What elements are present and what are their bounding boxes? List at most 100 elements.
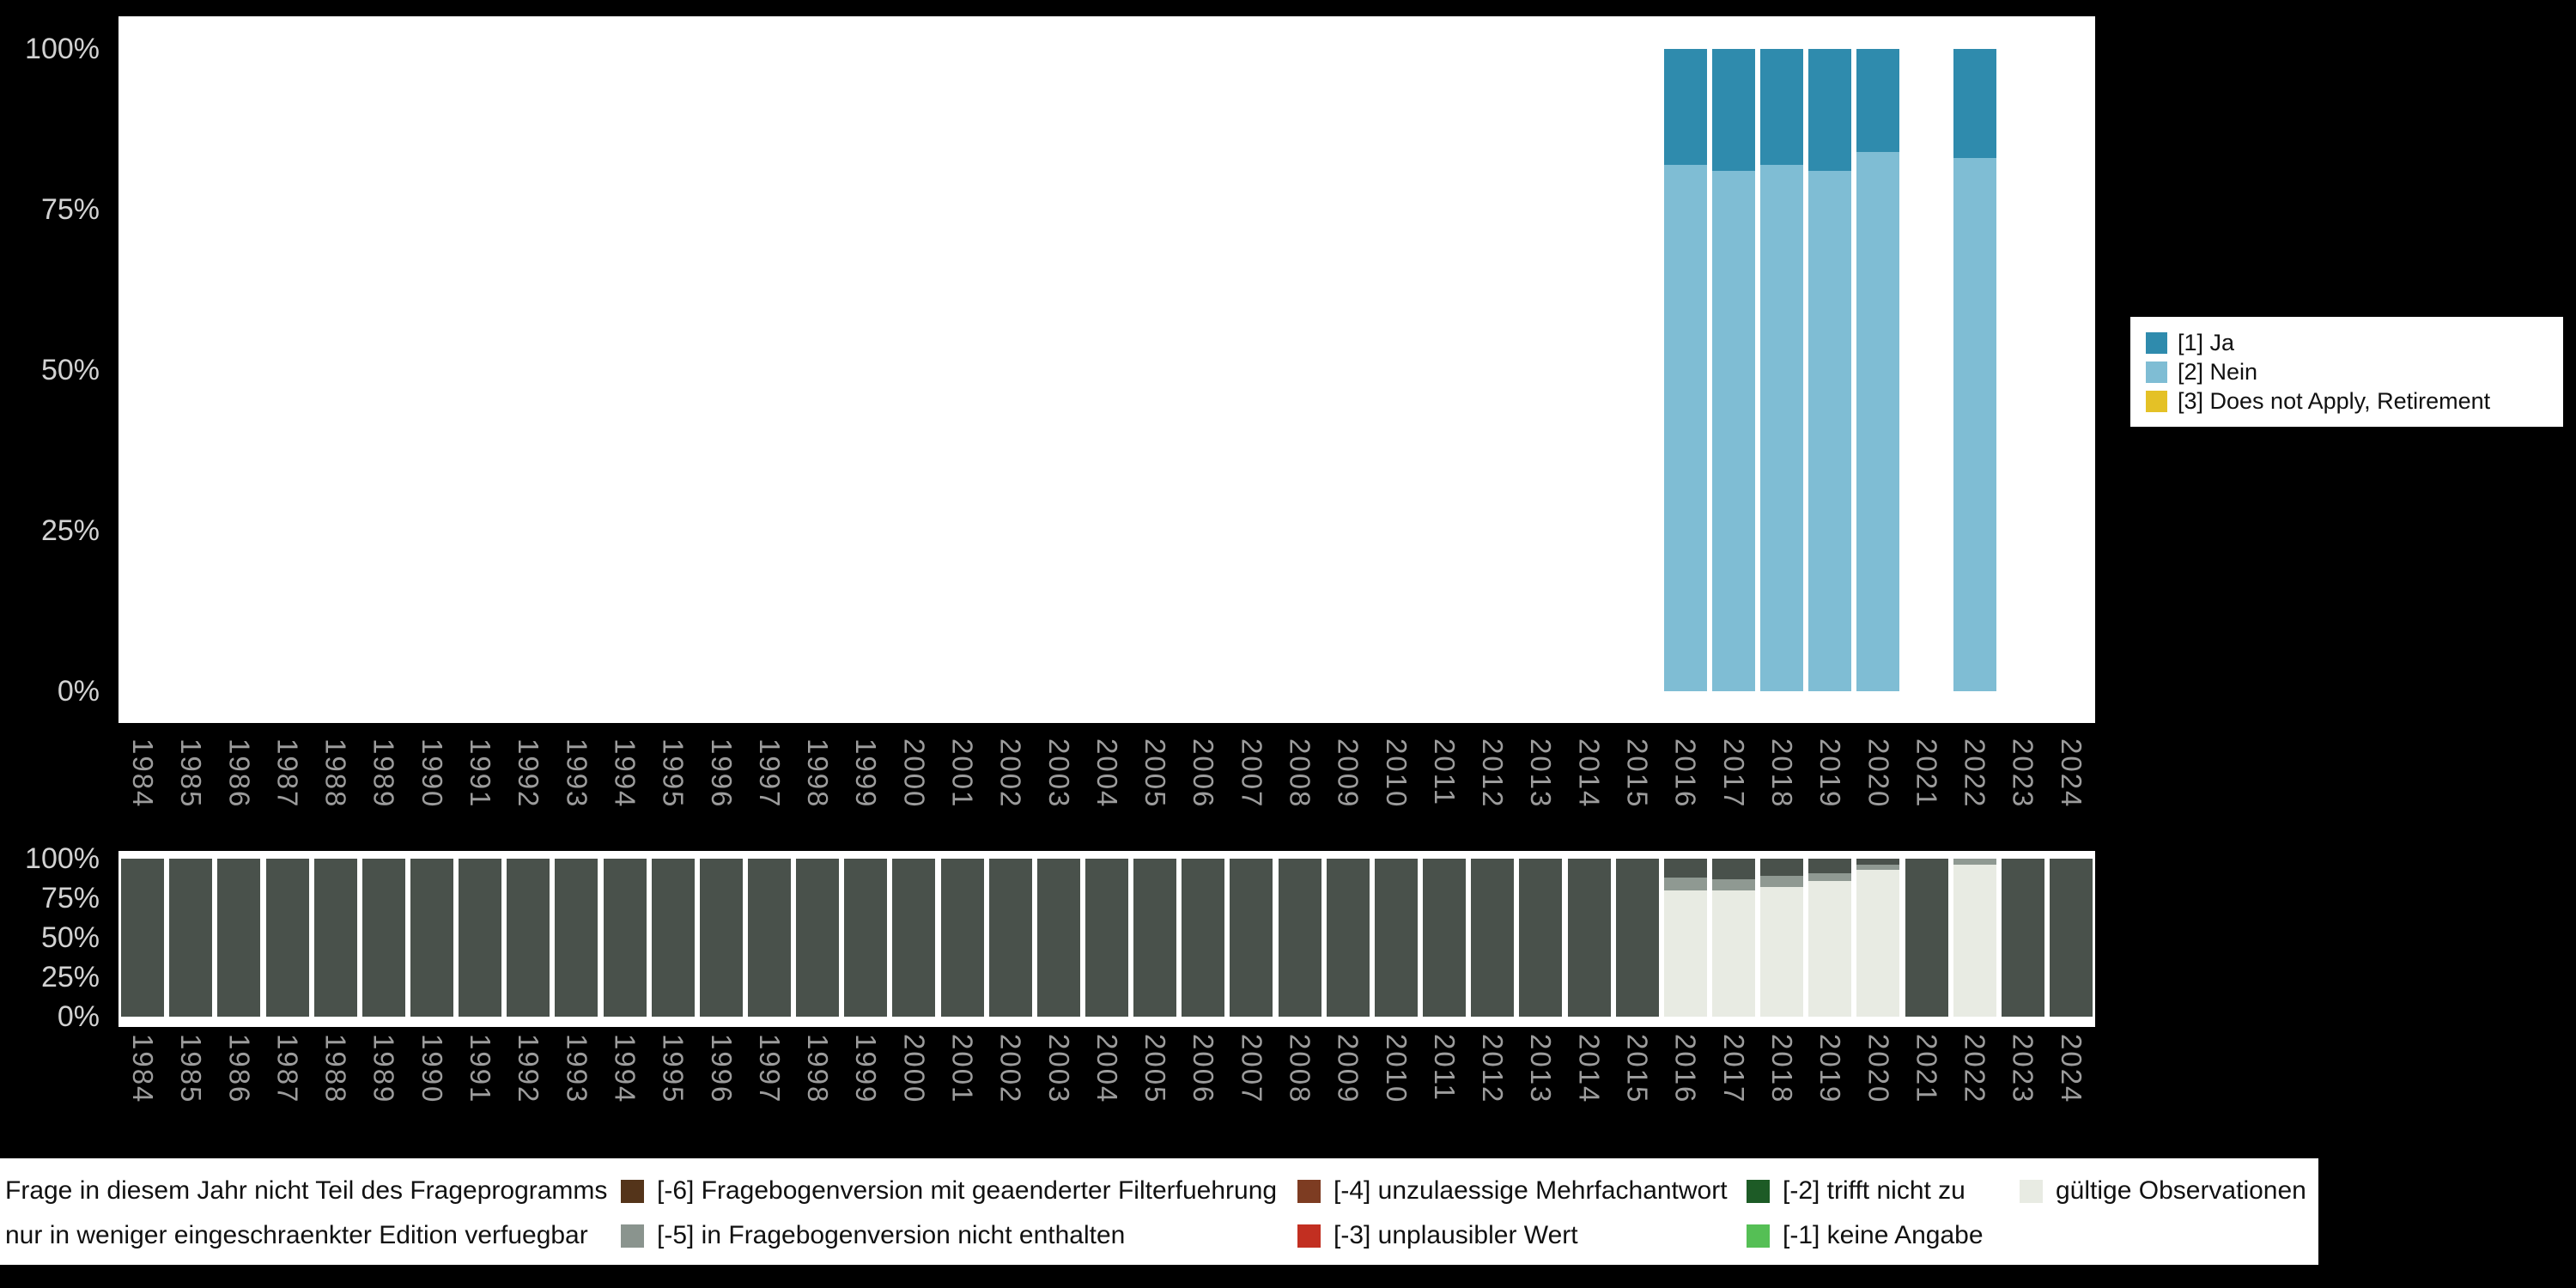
bar-segment-1989-frage-nicht-teil: [361, 859, 405, 1017]
bar-segment-2014-frage-nicht-teil: [1567, 859, 1611, 1017]
x-axis-year-label: 2021: [1902, 1034, 1950, 1130]
bar-segment-2017-ja: [1711, 49, 1755, 172]
x-axis-year-label: 2010: [1372, 1034, 1420, 1130]
x-axis-year-text: 2007: [1236, 1034, 1268, 1104]
bar-segment-2022-valid: [1953, 865, 1996, 1017]
bar-segment-2016-frage-nicht-teil: [1663, 859, 1707, 878]
x-axis-year-label: 2005: [1131, 738, 1179, 835]
missings-legend-label-restricted-edition: nur in weniger eingeschraenkter Edition …: [5, 1221, 588, 1249]
x-axis-year-text: 2001: [946, 738, 979, 809]
x-axis-year-text: 2009: [1332, 738, 1364, 809]
bar-segment-2016-nein: [1663, 164, 1707, 691]
x-axis-year-label: 2000: [890, 738, 938, 835]
bar-segment-2019-restricted-edition: [1808, 872, 1852, 881]
x-axis-year-label: 1988: [312, 738, 360, 835]
bar-segment-1988-frage-nicht-teil: [313, 859, 357, 1017]
bar-segment-1996-frage-nicht-teil: [699, 859, 743, 1017]
x-axis-year-text: 2003: [1042, 738, 1075, 809]
missings-legend-swatch-minus2: [1747, 1179, 1770, 1203]
x-axis-year-label: 1986: [215, 738, 263, 835]
x-axis-year-text: 2017: [1717, 738, 1750, 809]
x-axis-year-text: 1986: [223, 738, 256, 809]
x-axis-year-label: 2001: [939, 1034, 987, 1130]
bar-segment-2006-frage-nicht-teil: [1182, 859, 1225, 1017]
x-axis-year-label: 1988: [312, 1034, 360, 1130]
x-axis-year-text: 2000: [898, 738, 931, 809]
x-axis-year-text: 1998: [802, 738, 835, 809]
y-axis-tick-label: 0%: [57, 675, 100, 708]
missings-legend-label-frage-nicht-teil: Frage in diesem Jahr nicht Teil des Frag…: [5, 1176, 608, 1205]
x-axis-year-label: 1989: [360, 738, 408, 835]
x-axis-year-text: 1987: [271, 738, 304, 809]
x-axis-year-text: 2000: [898, 1034, 931, 1104]
missings-legend-label-minus3: [-3] unplausibler Wert: [1334, 1221, 1578, 1249]
missings-legend-swatch-minus3: [1297, 1224, 1321, 1248]
x-axis-year-label: 2021: [1902, 738, 1950, 835]
missings-legend-item-minus5: [-5] in Fragebogenversion nicht enthalte…: [621, 1215, 1125, 1256]
y-axis-tick-label: 50%: [40, 354, 100, 386]
x-axis-year-text: 1984: [127, 738, 160, 809]
x-axis-year-text: 1995: [657, 1034, 690, 1104]
legend-swatch-does-not-apply: [2146, 390, 2167, 412]
bar-segment-2024-frage-nicht-teil: [2049, 859, 2093, 1017]
bar-segment-2017-frage-nicht-teil: [1711, 859, 1755, 879]
x-axis-year-label: 2012: [1468, 1034, 1516, 1130]
x-axis-year-text: 2012: [1477, 1034, 1510, 1104]
bar-segment-2022-restricted-edition: [1953, 859, 1996, 866]
x-axis-year-text: 1986: [223, 1034, 256, 1104]
x-axis-year-label: 2011: [1420, 738, 1468, 835]
bar-segment-2019-nein: [1808, 171, 1852, 691]
x-axis-year-text: 2019: [1814, 1034, 1847, 1104]
missings-legend-label-minus6: [-6] Fragebogenversion mit geaenderter F…: [657, 1176, 1278, 1205]
x-axis-year-text: 2022: [1959, 738, 1991, 809]
x-axis-year-text: 2017: [1717, 1034, 1750, 1104]
bar-segment-1984-frage-nicht-teil: [121, 859, 165, 1017]
x-axis-year-text: 2001: [946, 1034, 979, 1104]
x-axis-year-text: 2018: [1766, 738, 1799, 809]
x-axis-year-label: 1994: [601, 738, 649, 835]
x-axis-year-text: 1987: [271, 1034, 304, 1104]
x-axis-year-text: 1985: [175, 738, 208, 809]
x-axis-year-label: 2020: [1854, 738, 1902, 835]
y-axis-tick-label: 0%: [57, 1000, 100, 1033]
x-axis-year-text: 2021: [1911, 1034, 1943, 1104]
x-axis-year-label: 2023: [1999, 738, 2047, 835]
missings-legend-label-minus5: [-5] in Fragebogenversion nicht enthalte…: [657, 1221, 1126, 1249]
missings-chart-x-axis: 1984 1985 1986 1987 1988 1989 1990 1991 1992 1993…: [118, 1034, 2095, 1130]
x-axis-year-text: 1995: [657, 738, 690, 809]
x-axis-year-text: 2024: [2055, 738, 2087, 809]
x-axis-year-label: 2012: [1468, 738, 1516, 835]
x-axis-year-label: 2009: [1324, 1034, 1372, 1130]
x-axis-year-label: 1985: [167, 738, 215, 835]
missings-legend-swatch-valid: [2020, 1179, 2043, 1203]
bar-segment-2007-frage-nicht-teil: [1230, 859, 1273, 1017]
bar-segment-2022-nein: [1953, 158, 1996, 691]
x-axis-year-text: 2022: [1959, 1034, 1991, 1104]
x-axis-year-label: 2002: [987, 1034, 1035, 1130]
x-axis-year-label: 2024: [2047, 1034, 2095, 1130]
x-axis-year-text: 2002: [994, 738, 1027, 809]
x-axis-year-label: 1990: [408, 738, 456, 835]
x-axis-year-label: 2007: [1227, 1034, 1275, 1130]
x-axis-year-label: 2022: [1951, 1034, 1999, 1130]
bar-segment-2017-restricted-edition: [1711, 878, 1755, 890]
x-axis-year-label: 1996: [697, 1034, 745, 1130]
x-axis-year-label: 2004: [1083, 1034, 1131, 1130]
y-axis-tick-label: 25%: [40, 514, 100, 547]
bar-segment-2020-frage-nicht-teil: [1856, 859, 1900, 866]
missings-legend-item-minus4: [-4] unzulaessige Mehrfachantwort: [1297, 1170, 1728, 1212]
x-axis-year-label: 2015: [1613, 738, 1662, 835]
response-chart-panel: [118, 16, 2095, 723]
missings-legend-label-valid: gültige Observationen: [2056, 1176, 2306, 1205]
bar-segment-2016-restricted-edition: [1663, 878, 1707, 890]
x-axis-year-label: 1991: [456, 1034, 504, 1130]
bar-segment-2018-ja: [1760, 49, 1803, 165]
x-axis-year-text: 1988: [319, 738, 352, 809]
missings-legend-swatch-minus5: [621, 1224, 644, 1248]
bar-segment-1997-frage-nicht-teil: [748, 859, 791, 1017]
x-axis-year-label: 1987: [263, 738, 311, 835]
x-axis-year-text: 2005: [1139, 738, 1172, 809]
x-axis-year-label: 1997: [745, 1034, 793, 1130]
x-axis-year-label: 2019: [1806, 1034, 1854, 1130]
missings-legend-label-minus1: [-1] keine Angabe: [1783, 1221, 1984, 1249]
